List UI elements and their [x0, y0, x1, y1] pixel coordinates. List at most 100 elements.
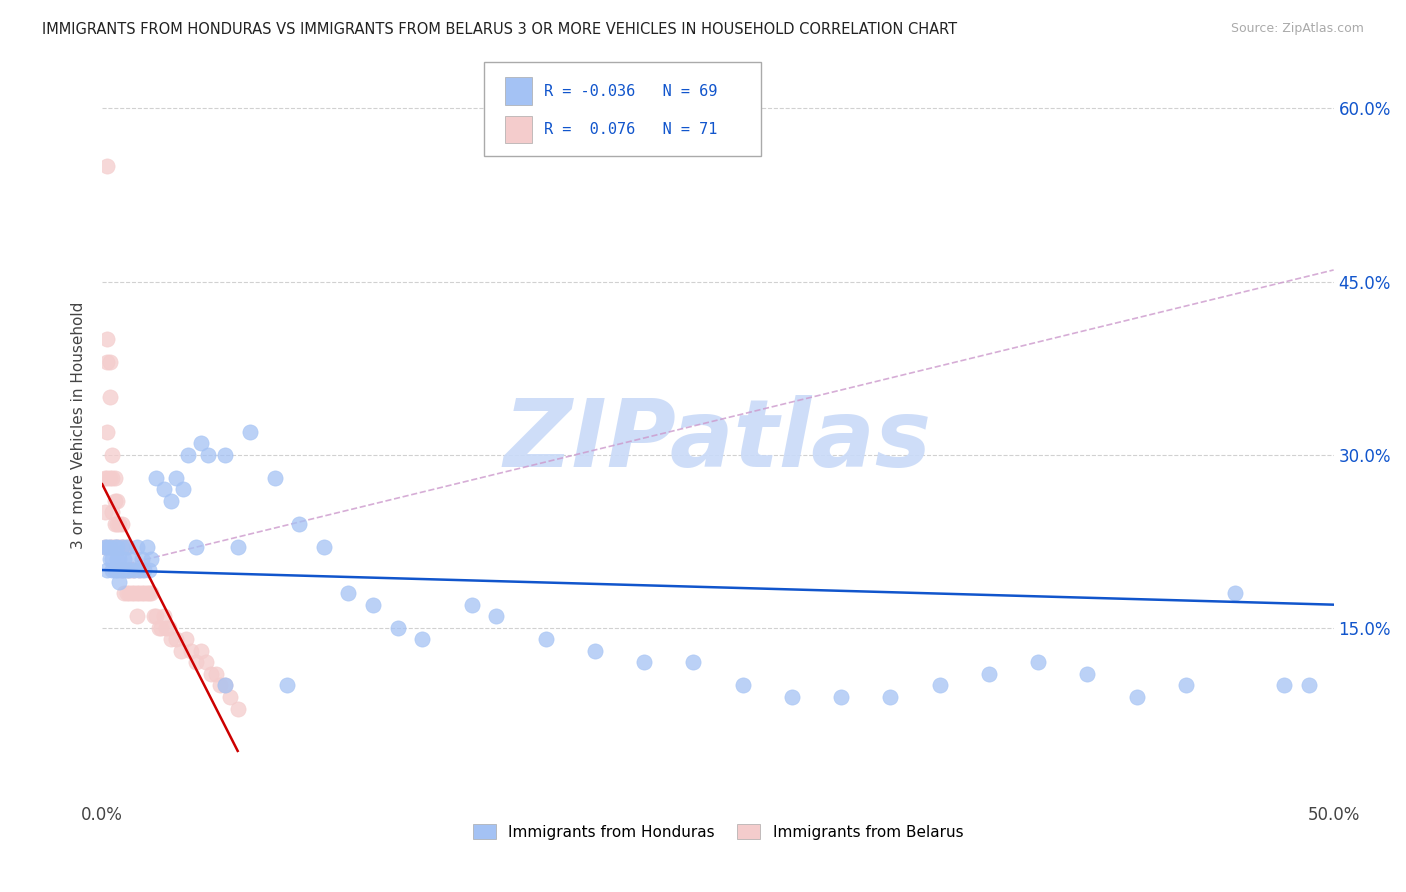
Point: [111, 516, 134, 531]
Point: [105, 540, 128, 554]
Point: [112, 563, 135, 577]
Text: ZIPatlas: ZIPatlas: [503, 395, 932, 487]
Point: [184, 656, 207, 670]
Point: [98, 471, 121, 485]
Point: [180, 644, 202, 658]
Point: [101, 471, 124, 485]
Point: [387, 621, 409, 635]
Point: [197, 448, 219, 462]
Legend: Immigrants from Honduras, Immigrants from Belarus: Immigrants from Honduras, Immigrants fro…: [467, 818, 969, 846]
Point: [200, 667, 222, 681]
Point: [1026, 656, 1049, 670]
Point: [93, 505, 115, 519]
Point: [111, 540, 134, 554]
Point: [128, 586, 150, 600]
Point: [93, 540, 115, 554]
Point: [460, 598, 482, 612]
Point: [108, 563, 131, 577]
Point: [209, 678, 232, 692]
Point: [93, 471, 115, 485]
Point: [160, 493, 183, 508]
Point: [174, 632, 197, 647]
Point: [96, 540, 118, 554]
Point: [190, 436, 212, 450]
Point: [152, 482, 174, 496]
Point: [165, 632, 187, 647]
Point: [141, 586, 163, 600]
Point: [682, 656, 704, 670]
Point: [485, 609, 508, 624]
Point: [337, 586, 360, 600]
Point: [128, 563, 150, 577]
Point: [288, 516, 311, 531]
Point: [145, 471, 167, 485]
Point: [122, 563, 145, 577]
Point: [1076, 667, 1098, 681]
Point: [112, 551, 135, 566]
Y-axis label: 3 or more Vehicles in Household: 3 or more Vehicles in Household: [72, 302, 86, 549]
Point: [96, 332, 118, 346]
Point: [157, 621, 180, 635]
Point: [121, 586, 143, 600]
Point: [108, 516, 131, 531]
Point: [830, 690, 852, 704]
Text: R =  0.076   N = 71: R = 0.076 N = 71: [544, 122, 717, 137]
Point: [132, 563, 155, 577]
Point: [98, 540, 121, 554]
Text: R = -0.036   N = 69: R = -0.036 N = 69: [544, 84, 717, 98]
Point: [121, 551, 143, 566]
Point: [101, 505, 124, 519]
Point: [152, 609, 174, 624]
Point: [214, 448, 236, 462]
Point: [103, 471, 125, 485]
Point: [190, 644, 212, 658]
Point: [118, 563, 141, 577]
Point: [105, 540, 128, 554]
Point: [108, 574, 131, 589]
Point: [103, 563, 125, 577]
Point: [103, 516, 125, 531]
Point: [361, 598, 384, 612]
Point: [122, 563, 145, 577]
Point: [145, 609, 167, 624]
Point: [1223, 586, 1246, 600]
Point: [96, 159, 118, 173]
Point: [131, 551, 153, 566]
Point: [105, 493, 128, 508]
Point: [141, 551, 163, 566]
Point: [131, 586, 153, 600]
Point: [115, 540, 138, 554]
Point: [214, 678, 236, 692]
Point: [239, 425, 262, 439]
Point: [1274, 678, 1296, 692]
Point: [731, 678, 754, 692]
Point: [170, 644, 193, 658]
Point: [780, 690, 803, 704]
Point: [583, 644, 606, 658]
Point: [125, 540, 148, 554]
Point: [226, 701, 249, 715]
Point: [1174, 678, 1197, 692]
Point: [112, 586, 135, 600]
Point: [115, 540, 138, 554]
Point: [101, 551, 124, 566]
Point: [160, 632, 183, 647]
Point: [103, 540, 125, 554]
Point: [131, 563, 153, 577]
Point: [148, 621, 170, 635]
FancyBboxPatch shape: [505, 78, 531, 104]
Text: IMMIGRANTS FROM HONDURAS VS IMMIGRANTS FROM BELARUS 3 OR MORE VEHICLES IN HOUSEH: IMMIGRANTS FROM HONDURAS VS IMMIGRANTS F…: [42, 22, 957, 37]
Point: [138, 586, 160, 600]
Point: [118, 586, 141, 600]
Point: [112, 540, 135, 554]
Point: [98, 355, 121, 369]
Point: [96, 563, 118, 577]
Point: [105, 563, 128, 577]
Point: [226, 540, 249, 554]
Point: [977, 667, 1000, 681]
Point: [103, 493, 125, 508]
Point: [633, 656, 655, 670]
Point: [177, 448, 200, 462]
Point: [173, 482, 195, 496]
Point: [184, 540, 207, 554]
